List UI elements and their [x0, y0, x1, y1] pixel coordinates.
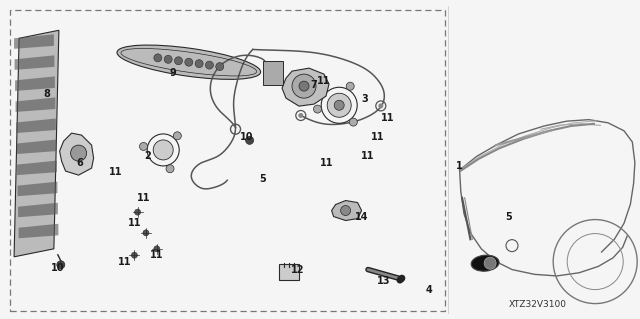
FancyBboxPatch shape	[279, 264, 299, 280]
Polygon shape	[17, 139, 56, 154]
Text: 14: 14	[355, 212, 369, 222]
Circle shape	[166, 165, 174, 173]
Text: 13: 13	[377, 276, 391, 286]
Circle shape	[131, 252, 138, 258]
Circle shape	[349, 118, 357, 126]
Text: 11: 11	[127, 218, 141, 228]
Circle shape	[153, 140, 173, 160]
Text: 11: 11	[371, 132, 385, 142]
Text: 11: 11	[361, 151, 375, 161]
Polygon shape	[15, 55, 54, 70]
Ellipse shape	[117, 45, 260, 79]
Polygon shape	[17, 160, 57, 175]
Circle shape	[298, 113, 303, 118]
Text: 8: 8	[44, 89, 50, 99]
Circle shape	[140, 143, 147, 151]
Polygon shape	[17, 182, 58, 196]
Text: 11: 11	[380, 113, 394, 123]
Polygon shape	[14, 30, 59, 257]
FancyBboxPatch shape	[262, 61, 283, 85]
Text: 11: 11	[316, 76, 330, 86]
Text: 7: 7	[310, 79, 317, 90]
Text: 11: 11	[150, 250, 164, 260]
Circle shape	[484, 257, 496, 269]
Polygon shape	[15, 97, 56, 112]
Text: 11: 11	[319, 158, 333, 168]
Text: 6: 6	[77, 158, 83, 168]
Circle shape	[154, 54, 162, 62]
Circle shape	[340, 205, 351, 216]
Text: 4: 4	[426, 285, 432, 295]
Circle shape	[143, 230, 149, 236]
Polygon shape	[332, 201, 362, 220]
Circle shape	[314, 105, 321, 113]
Circle shape	[134, 209, 141, 215]
Circle shape	[346, 82, 354, 90]
Circle shape	[195, 60, 203, 68]
Circle shape	[327, 93, 351, 117]
Polygon shape	[14, 34, 54, 49]
Polygon shape	[19, 224, 58, 238]
Circle shape	[57, 261, 65, 269]
Polygon shape	[18, 203, 58, 217]
Circle shape	[378, 103, 383, 108]
Text: 12: 12	[291, 264, 305, 275]
Ellipse shape	[471, 255, 499, 271]
Text: 11: 11	[137, 193, 151, 203]
Text: 5: 5	[506, 212, 512, 222]
Circle shape	[205, 61, 213, 69]
Text: 10: 10	[51, 263, 65, 273]
Circle shape	[175, 57, 182, 65]
Text: 3: 3	[362, 94, 368, 104]
Circle shape	[216, 63, 224, 70]
Text: 10: 10	[239, 132, 253, 142]
Circle shape	[70, 145, 86, 161]
Text: 2: 2	[144, 151, 150, 161]
Circle shape	[246, 136, 253, 145]
Circle shape	[164, 55, 172, 63]
Text: 1: 1	[456, 161, 463, 171]
Polygon shape	[16, 118, 56, 133]
Circle shape	[292, 74, 316, 98]
Polygon shape	[60, 133, 93, 175]
Polygon shape	[15, 76, 55, 91]
Polygon shape	[282, 68, 329, 106]
Text: XTZ32V3100: XTZ32V3100	[509, 300, 566, 309]
Text: 5: 5	[259, 174, 266, 184]
Circle shape	[334, 100, 344, 110]
Text: 11: 11	[118, 256, 132, 267]
Circle shape	[185, 58, 193, 66]
Text: 11: 11	[108, 167, 122, 177]
Circle shape	[173, 132, 181, 140]
Circle shape	[299, 81, 309, 91]
Text: 9: 9	[170, 68, 176, 78]
Bar	[10, 10, 445, 311]
Circle shape	[154, 246, 160, 252]
